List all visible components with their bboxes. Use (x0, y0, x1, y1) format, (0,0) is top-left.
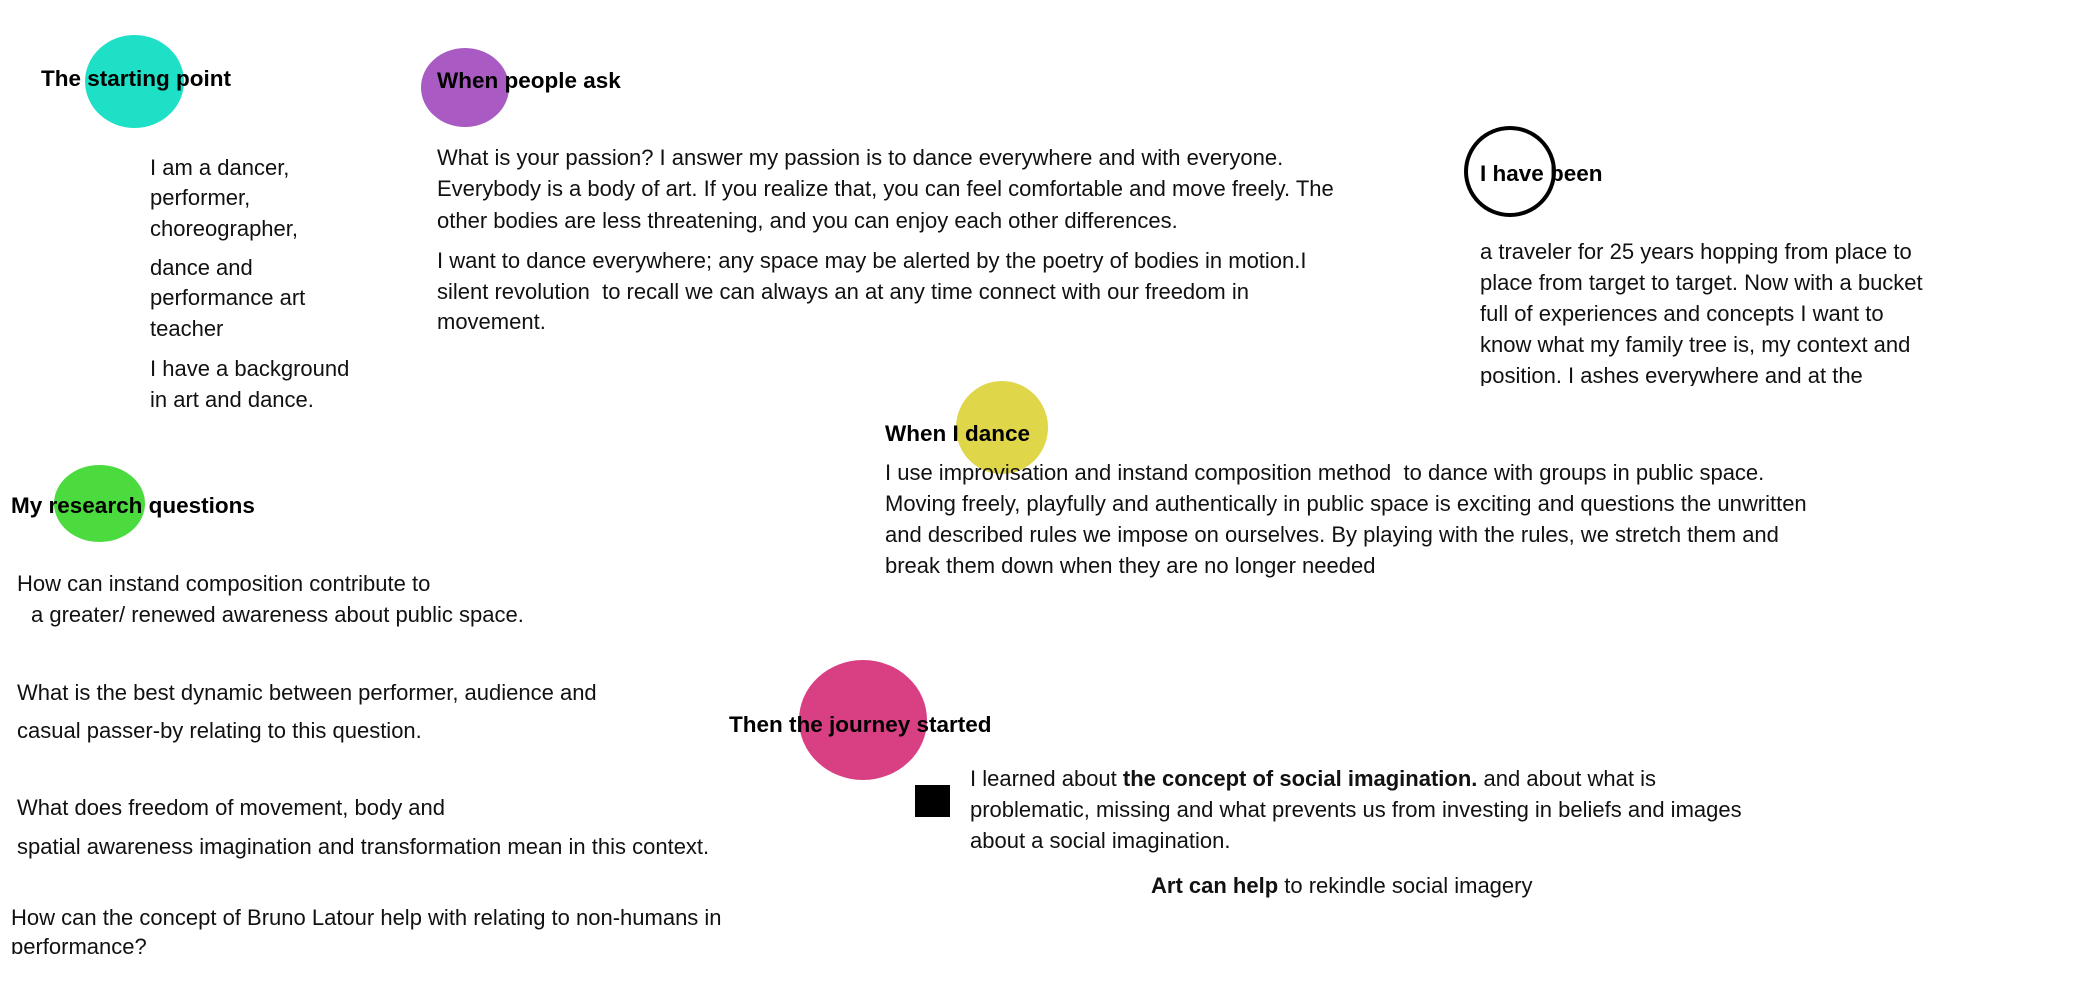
starting-point-line: performer, (150, 185, 251, 210)
research-question-line: a greater/ renewed awareness about publi… (31, 602, 524, 627)
starting-point-line: teacher (150, 316, 224, 341)
have-been-line: a traveler for 25 years hopping from pla… (1480, 239, 1912, 264)
starting-point-line: I have a background (150, 356, 350, 381)
research-question-line: What is the best dynamic between perform… (17, 680, 597, 705)
dance-line: and described rules we impose on ourselv… (885, 522, 1779, 547)
dance-line: break them down when they are no longer … (885, 553, 1376, 578)
people-ask-line: What is your passion? I answer my passio… (437, 145, 1284, 170)
have-been-line: know what my family tree is, my context … (1480, 332, 1911, 357)
dance-circle (956, 381, 1048, 474)
people-ask-line: Everybody is a body of art. If you reali… (437, 176, 1334, 201)
black-square (915, 785, 950, 817)
art-can-help-line: Art can help to rekindle social imagery (1151, 871, 1532, 901)
people-ask-circle (421, 48, 509, 127)
have-been-ring (1464, 126, 1556, 217)
starting-point-line: in art and dance. (150, 387, 314, 412)
starting-point-circle (85, 35, 184, 128)
starting-point-line: choreographer, (150, 216, 298, 241)
research-question-line: How can the concept of Bruno Latour help… (11, 905, 722, 930)
have-been-text: a traveler for 25 years hopping from pla… (1480, 237, 2040, 386)
have-been-line: full of experiences and concepts I want … (1480, 301, 1884, 326)
people-ask-line: movement. (437, 309, 546, 334)
research-question-line: What does freedom of movement, body and (17, 795, 446, 820)
people-ask-line: silent revolution to recall we can alway… (437, 279, 1249, 304)
people-ask-line: other bodies are less threatening, and y… (437, 208, 1178, 233)
people-ask-line: I want to dance everywhere; any space ma… (437, 248, 1307, 273)
research-question-line: casual passer-by relating to this questi… (17, 718, 422, 743)
research-circle (54, 465, 145, 542)
have-been-title: I have been (1480, 161, 1603, 186)
starting-point-line: dance and (150, 255, 253, 280)
art-can-help-bold: Art can help (1151, 873, 1279, 898)
journey-line: I learned about the concept of social im… (970, 764, 1656, 794)
journey-line: problematic, missing and what prevents u… (970, 797, 1742, 822)
dance-line: Moving freely, playfully and authentical… (885, 491, 1807, 516)
starting-point-line: I am a dancer, (150, 155, 290, 180)
research-last-question: How can the concept of Bruno Latour help… (11, 903, 911, 954)
people-ask-title: When people ask (437, 68, 621, 93)
research-question-line: spatial awareness imagination and transf… (17, 834, 710, 859)
journey-bold-text: the concept of social imagination. (1122, 766, 1478, 791)
research-title: My research questions (11, 493, 255, 518)
research-question-line: How can instand composition contribute t… (17, 571, 431, 596)
journey-title: Then the journey started (729, 712, 992, 737)
journey-text: and about what is (1477, 766, 1656, 791)
research-question-line: performance? (11, 934, 147, 954)
starting-point-title: The starting point (41, 66, 231, 91)
journey-line: about a social imagination. (970, 828, 1231, 853)
dance-line: I use improvisation and instand composit… (885, 460, 1765, 485)
journey-text: I learned about (970, 766, 1123, 791)
art-can-help-text: to rekindle social imagery (1278, 873, 1533, 898)
journey-circle (799, 660, 927, 780)
dance-title: When I dance (885, 421, 1031, 446)
have-been-line: position. I ashes everywhere and at the (1480, 363, 1863, 386)
starting-point-line: performance art (150, 285, 306, 310)
have-been-line: place from target to target. Now with a … (1480, 270, 1923, 295)
